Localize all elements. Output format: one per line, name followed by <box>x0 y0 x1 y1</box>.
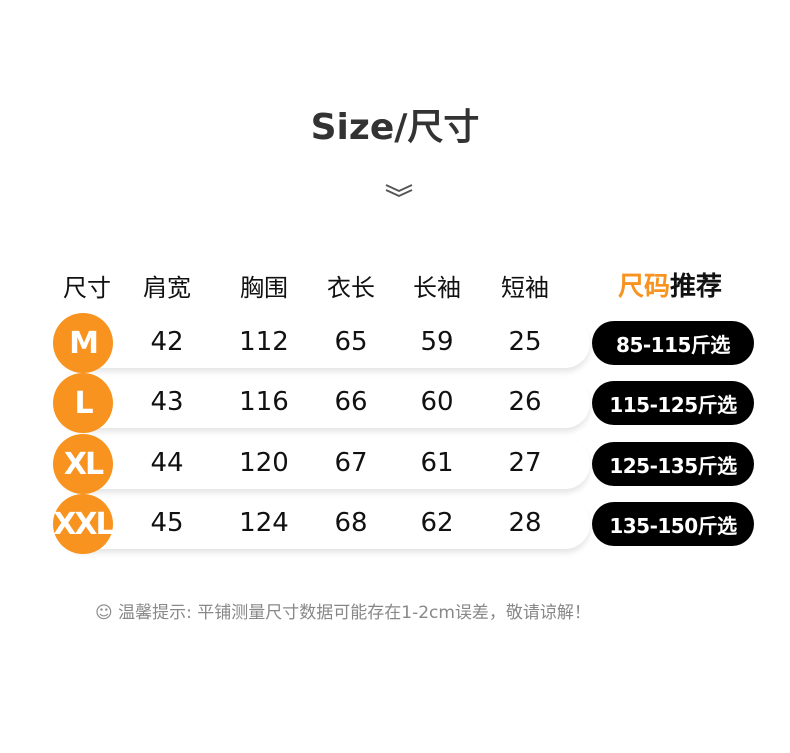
size-badge: XL <box>53 434 113 494</box>
table-cell: 28 <box>508 508 542 538</box>
table-cell: 42 <box>150 327 184 357</box>
page-title: Size/尺寸 <box>310 107 480 148</box>
table-row <box>58 499 590 549</box>
table-cell: 59 <box>420 327 454 357</box>
chevron-down-icon <box>385 184 413 197</box>
column-header: 肩宽 <box>143 274 191 302</box>
table-cell: 60 <box>420 387 454 417</box>
table-cell: 62 <box>420 508 454 538</box>
column-header: 衣长 <box>327 274 375 302</box>
table-cell: 25 <box>508 327 542 357</box>
size-badge: M <box>53 313 113 373</box>
table-row <box>58 439 590 489</box>
table-row <box>58 378 590 428</box>
recommend-header: 尺码推荐 <box>618 266 722 303</box>
table-cell: 67 <box>334 448 368 478</box>
table-cell: 26 <box>508 387 542 417</box>
column-header: 短袖 <box>501 274 549 302</box>
table-cell: 65 <box>334 327 368 357</box>
recommend-pill: 85-115斤选 <box>592 321 754 365</box>
table-cell: 116 <box>239 387 289 417</box>
table-cell: 68 <box>334 508 368 538</box>
size-badge: L <box>53 373 113 433</box>
table-cell: 61 <box>420 448 454 478</box>
table-cell: 124 <box>239 508 289 538</box>
table-row <box>58 318 590 368</box>
recommend-header-accent: 尺码 <box>617 272 670 302</box>
recommend-pill: 125-135斤选 <box>592 442 754 486</box>
table-cell: 66 <box>334 387 368 417</box>
column-header: 长袖 <box>413 274 461 302</box>
table-cell: 43 <box>150 387 184 417</box>
measurement-note: ☺ 温馨提示: 平铺测量尺寸数据可能存在1-2cm误差，敬请谅解！ <box>95 603 591 623</box>
table-cell: 44 <box>150 448 184 478</box>
table-cell: 112 <box>239 327 289 357</box>
size-badge: XXL <box>53 494 115 554</box>
table-cell: 120 <box>239 448 289 478</box>
table-cell: 45 <box>150 508 184 538</box>
recommend-pill: 115-125斤选 <box>592 381 754 425</box>
recommend-header-rest: 推荐 <box>670 272 723 302</box>
table-cell: 27 <box>508 448 542 478</box>
recommend-pill: 135-150斤选 <box>592 502 754 546</box>
column-header: 尺寸 <box>63 274 111 302</box>
column-header: 胸围 <box>240 274 288 302</box>
